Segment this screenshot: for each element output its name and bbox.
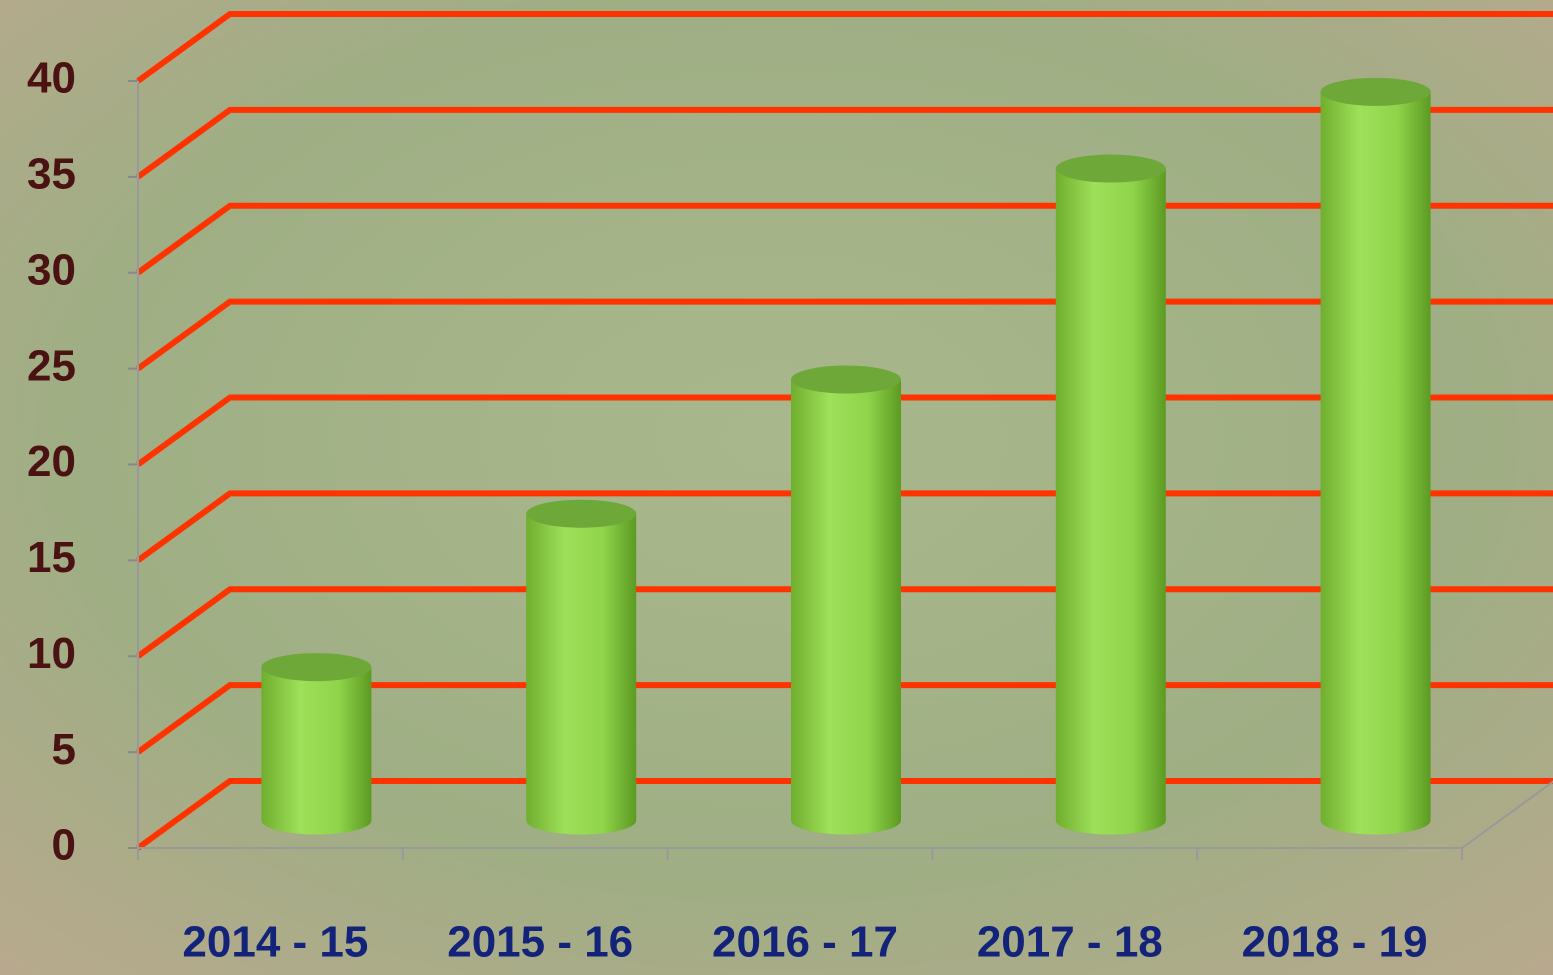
x-tick-label: 2014 - 15 [182,918,368,967]
bar-top [791,365,901,393]
x-tick-label: 2017 - 18 [977,918,1163,967]
y-tick-label: 40 [27,54,76,103]
bar [1321,78,1431,835]
y-tick-label: 35 [27,150,76,199]
y-tick-label: 15 [27,533,76,582]
y-tick-label: 0 [52,821,76,870]
y-tick-label: 20 [27,437,76,486]
x-tick-label: 2016 - 17 [712,918,898,967]
bar-body [1056,169,1166,835]
bar [791,365,901,834]
bar-body [791,379,901,834]
x-tick-label: 2015 - 16 [447,918,633,967]
bar [1056,155,1166,835]
background [0,0,1553,975]
y-tick-label: 25 [27,341,76,390]
bar-body [261,667,371,834]
bar-top [261,653,371,681]
x-tick-label: 2018 - 19 [1242,918,1428,967]
bar-body [526,514,636,835]
bar-top [1321,78,1431,106]
y-tick-label: 5 [52,725,76,774]
bar-body [1321,92,1431,835]
bar-top [526,500,636,528]
bar-top [1056,155,1166,183]
bar [526,500,636,835]
chart: 0 5 10 15 20 25 30 35 40 2014 - 15 2015 - 16 2016 -… [0,0,1553,975]
y-tick-label: 10 [27,629,76,678]
bar [261,653,371,834]
y-tick-label: 30 [27,245,76,294]
